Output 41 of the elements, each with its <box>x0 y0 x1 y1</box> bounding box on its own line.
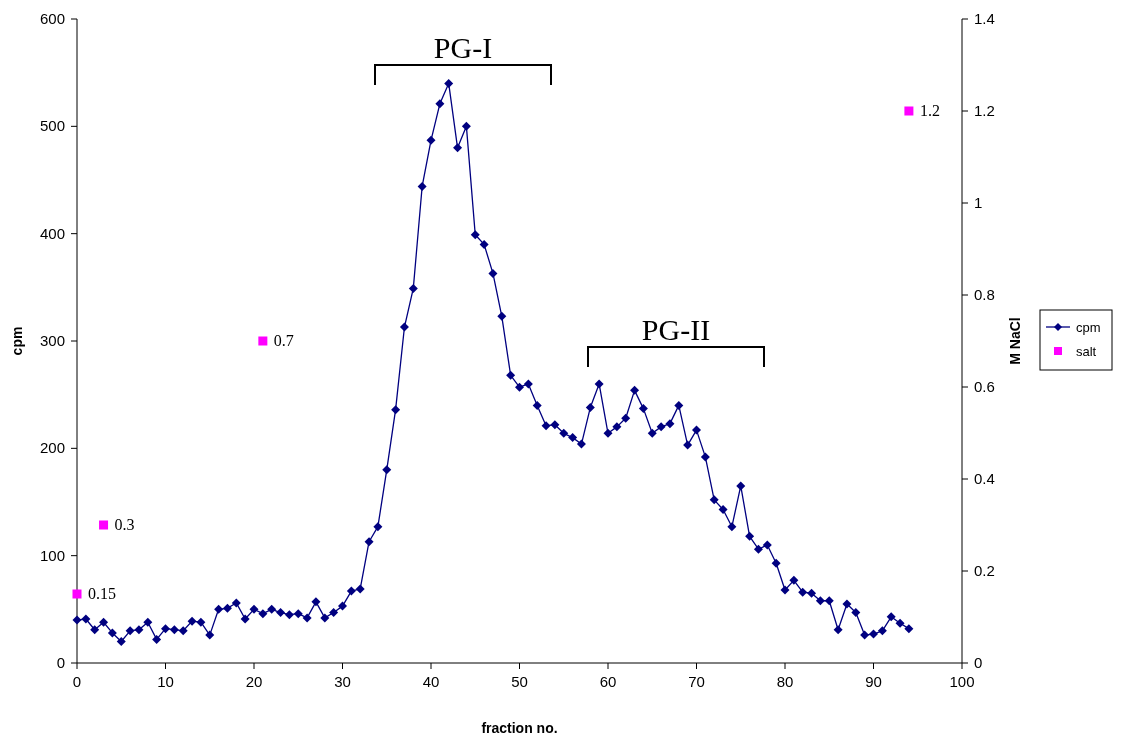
x-tick-label: 20 <box>245 673 263 690</box>
y-tick-label: 300 <box>39 332 65 349</box>
x-tick-label: 80 <box>776 673 794 690</box>
y2-tick-label: 1.2 <box>974 102 995 119</box>
y-tick-label: 500 <box>39 117 65 135</box>
x-tick-label: 40 <box>422 673 440 690</box>
x-tick-label: 70 <box>688 673 705 690</box>
y2-tick-label: 0.4 <box>974 470 995 487</box>
point <box>99 520 109 530</box>
x-tick-label: 10 <box>157 673 174 690</box>
annotation: PG-II <box>641 313 711 346</box>
y-axis-title: cpm <box>9 326 25 356</box>
y-tick-label: 400 <box>39 224 65 242</box>
point <box>72 589 82 599</box>
y-tick-label: 200 <box>39 439 65 457</box>
y-tick-label: 100 <box>39 546 65 564</box>
data-label: 0.7 <box>273 332 294 349</box>
x-tick-label: 50 <box>511 673 528 690</box>
x-tick-label: 0 <box>72 673 82 690</box>
y2-tick-label: 1 <box>974 194 983 211</box>
legend-label: cpm <box>1076 320 1101 335</box>
x-tick-label: 60 <box>599 673 617 690</box>
y2-tick-label: 1.4 <box>974 10 995 27</box>
y2-axis-title: M NaCl <box>1007 317 1023 365</box>
y2-tick-label: 0.2 <box>974 562 995 579</box>
y-tick-label: 0 <box>56 654 65 671</box>
x-tick-label: 90 <box>865 673 882 690</box>
x-tick-label: 100 <box>949 673 975 690</box>
y2-tick-label: 0 <box>974 654 983 671</box>
annotation: PG-I <box>433 31 493 64</box>
data-label: 0.3 <box>114 516 135 533</box>
point <box>904 106 914 116</box>
data-label: 0.15 <box>88 585 116 602</box>
data-label: 1.2 <box>919 102 940 119</box>
legend-label: salt <box>1076 344 1097 359</box>
y2-tick-label: 0.8 <box>974 286 995 303</box>
x-tick-label: 30 <box>334 673 351 690</box>
x-axis-title: fraction no. <box>481 720 558 736</box>
y2-tick-label: 0.6 <box>974 378 995 395</box>
point <box>258 336 268 346</box>
y-tick-label: 600 <box>39 10 65 27</box>
